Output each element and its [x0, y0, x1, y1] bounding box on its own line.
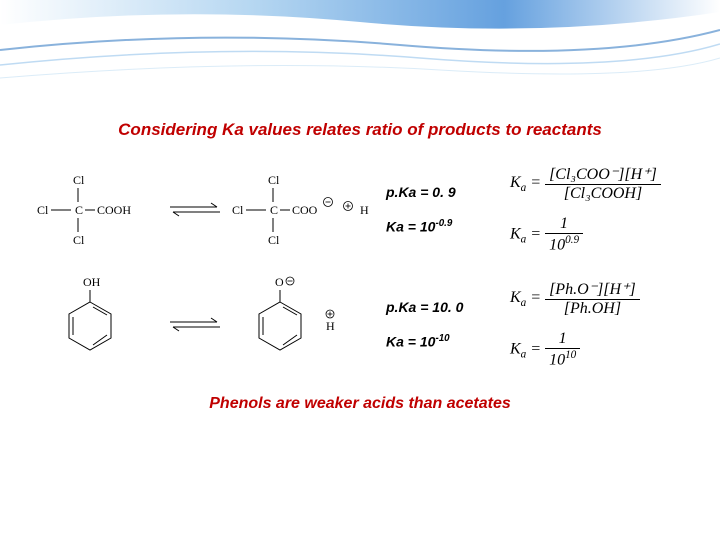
svg-text:Cl: Cl [268, 233, 280, 247]
svg-text:Cl: Cl [268, 173, 280, 187]
product-2: O H [230, 276, 380, 371]
conclusion-text: Phenols are weaker acids than acetates [0, 395, 720, 413]
cl-bottom: Cl [73, 233, 85, 247]
equilibrium-arrow-2 [160, 314, 230, 334]
pka-values-2: p.Ka = 10. 0 Ka = 10-10 [380, 299, 500, 350]
svg-text:H: H [326, 319, 335, 333]
pka-line-2: p.Ka = 10. 0 [386, 299, 500, 315]
pka-line-1: p.Ka = 0. 9 [386, 184, 500, 200]
cooh: COOH [97, 203, 131, 217]
slide-heading: Considering Ka values relates ratio of p… [0, 120, 720, 140]
c-center: C [75, 203, 83, 217]
slide-content: Considering Ka values relates ratio of p… [0, 0, 720, 413]
svg-text:Cl: Cl [232, 203, 244, 217]
ka-formula-2: Ka = [Ph.O⁻][H⁺] [Ph.OH] Ka = 1 1010 [500, 279, 680, 369]
equation-row-1: Cl Cl Cl C COOH Cl Cl [0, 164, 720, 254]
svg-text:COO: COO [292, 203, 318, 217]
ka-formula-1: Ka = [Cl₃COO⁻][H⁺] [Cl₃COOH] Ka = 1 100.… [500, 164, 680, 254]
ka-line-1: Ka = 10-0.9 [386, 218, 500, 235]
ka-line-2: Ka = 10-10 [386, 333, 500, 350]
pka-values-1: p.Ka = 0. 9 Ka = 10-0.9 [380, 184, 500, 235]
cl-top: Cl [73, 173, 85, 187]
equation-row-2: OH O [0, 276, 720, 371]
svg-text:C: C [270, 203, 278, 217]
svg-text:O: O [275, 276, 284, 289]
cl-left: Cl [37, 203, 49, 217]
reactant-2: OH [20, 276, 160, 371]
equilibrium-arrow-1 [160, 199, 230, 219]
product-1: Cl Cl Cl C COO H [230, 172, 380, 247]
svg-text:H: H [360, 203, 369, 217]
reactant-1: Cl Cl Cl C COOH [20, 172, 160, 247]
svg-text:OH: OH [83, 276, 101, 289]
